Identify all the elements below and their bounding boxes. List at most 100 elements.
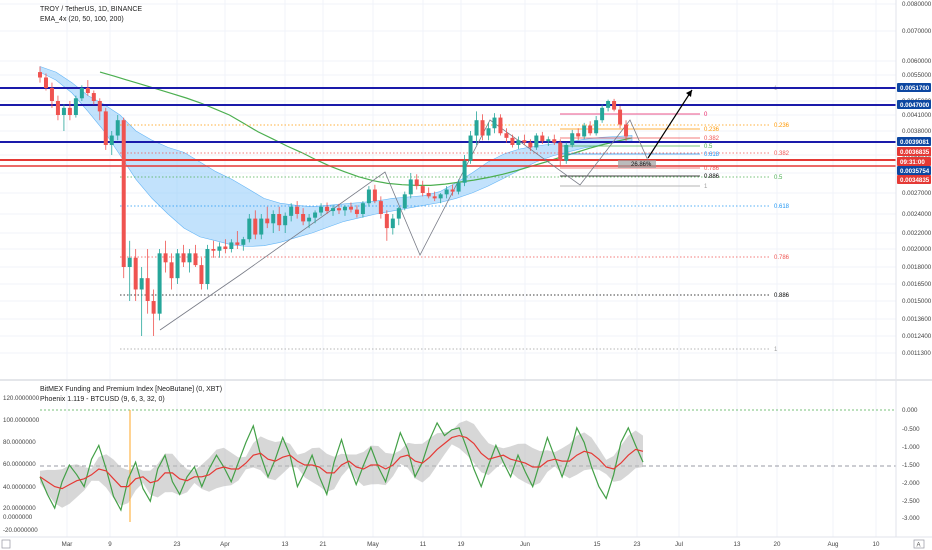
candle-body <box>313 212 318 218</box>
candle-body <box>378 201 383 214</box>
candle-body <box>546 139 551 142</box>
fib-small-label: 0.5 <box>704 144 713 150</box>
candle-body <box>588 125 593 134</box>
time-tick-label: 10 <box>873 541 880 548</box>
candle-body <box>462 160 467 183</box>
indicator-legend-ema: EMA_4x (20, 50, 100, 200) <box>40 16 124 23</box>
price-tag-label: 0.0036835 <box>900 149 930 156</box>
candle-body <box>169 262 174 279</box>
time-tick-label: 23 <box>174 541 181 548</box>
candle-body <box>372 189 377 202</box>
candle-body <box>181 253 186 263</box>
candle-body <box>319 206 324 213</box>
candle-body <box>265 218 270 224</box>
chart-symbol-title: TROY / TetherUS, 1D, BINANCE <box>40 6 142 13</box>
time-tick-label: 15 <box>594 541 601 548</box>
price-tick-label: 0.0024000 <box>902 211 932 218</box>
indicator-pane[interactable] <box>0 381 896 537</box>
candle-body <box>247 218 252 240</box>
candle-body <box>151 301 156 314</box>
candle-body <box>528 142 533 148</box>
fib-level-label: 0.786 <box>774 255 790 261</box>
candle-body <box>295 206 300 214</box>
candle-body <box>348 206 353 210</box>
candle-body <box>85 88 90 94</box>
horizontal-levels[interactable] <box>0 87 896 167</box>
right-tick-label: -2.500 <box>902 498 920 505</box>
time-tick-label: 21 <box>320 541 327 548</box>
candle-body <box>432 196 437 199</box>
candle-body <box>582 125 587 137</box>
timezone-icon[interactable] <box>1 539 11 549</box>
price-tag-bg <box>897 83 931 92</box>
candle-body <box>223 246 228 249</box>
candle-body <box>534 135 539 148</box>
price-tag-bg <box>897 157 931 166</box>
candle-body <box>277 214 282 226</box>
candle-body <box>492 117 497 129</box>
fib-small-label: 0.886 <box>704 174 720 180</box>
fib-level-label: 0.886 <box>774 293 790 299</box>
candle-body <box>510 137 515 145</box>
candle-body <box>97 101 102 112</box>
right-tick-label: -2.000 <box>902 480 920 487</box>
price-tags: 0.0051700 0.0047000 0.0039081 0.0036835 09:3… <box>897 83 931 184</box>
pattern-trendline <box>159 119 651 331</box>
auto-scale-icon[interactable]: A <box>913 539 925 549</box>
price-tick-label: 0.0027000 <box>902 190 932 197</box>
time-axis[interactable]: Mar 9 23 Apr 13 21 May 11 19 Jun 15 23 Jul 13 20 Aug 10 <box>62 541 880 548</box>
time-tick-label: 9 <box>108 541 112 548</box>
trendline-drawings[interactable]: 26.86% <box>159 89 693 331</box>
phoenix-slow-line <box>39 434 644 490</box>
candle-body <box>217 246 222 251</box>
price-tag-bg <box>897 166 931 175</box>
left-tick-label: -20.0000000 <box>3 527 38 534</box>
candle-body <box>618 109 623 125</box>
time-tick-label: Apr <box>220 541 230 548</box>
candle-body <box>109 135 114 145</box>
candle-body <box>540 135 545 142</box>
candle-body <box>354 209 359 214</box>
time-tick-label: 13 <box>282 541 289 548</box>
price-tag-label: 0.0035754 <box>900 168 930 175</box>
left-tick-label: 40.0000000 <box>3 484 36 491</box>
price-tick-label: 0.0038000 <box>902 128 932 135</box>
candle-body <box>307 217 312 222</box>
candle-body <box>552 139 557 143</box>
candle-body <box>38 72 42 78</box>
price-tag-label: 0.0051700 <box>900 85 930 92</box>
time-tick-label: Jul <box>675 541 683 548</box>
indicator-right-axis: 0.000 -0.500 -1.000 -1.500 -2.000 -2.500 -3.00… <box>902 407 920 522</box>
left-tick-label: 80.0000000 <box>3 439 36 446</box>
candle-body <box>157 253 162 314</box>
candle-body <box>43 77 48 88</box>
candle-body <box>408 179 413 195</box>
candle-body <box>103 111 108 145</box>
right-tick-label: -3.000 <box>902 515 920 522</box>
fib-level-label: 0.5 <box>774 175 783 181</box>
candle-body <box>516 140 521 145</box>
candle-body <box>474 120 479 136</box>
time-tick-label: Mar <box>62 541 73 548</box>
fib-small-label: 1 <box>704 184 708 190</box>
candle-body <box>133 257 138 290</box>
price-tick-label: 0.0018000 <box>902 264 932 271</box>
funding-shading <box>40 410 643 522</box>
candle-body <box>145 278 150 301</box>
candle-body <box>127 257 132 267</box>
candle-body <box>426 193 431 197</box>
phoenix-fast-line <box>39 421 644 512</box>
candle-body <box>606 101 611 108</box>
candle-body <box>241 239 246 245</box>
candle-body <box>163 253 168 263</box>
candle-body <box>384 214 389 229</box>
price-tag-label: 0.0034835 <box>900 177 930 184</box>
time-tick-label: 20 <box>774 541 781 548</box>
candle-body <box>456 182 461 192</box>
candle-body <box>175 253 180 279</box>
funding-band <box>40 420 643 508</box>
candle-body <box>49 88 54 101</box>
right-tick-label: -1.000 <box>902 444 920 451</box>
fib-level-label: 0.618 <box>774 204 790 210</box>
